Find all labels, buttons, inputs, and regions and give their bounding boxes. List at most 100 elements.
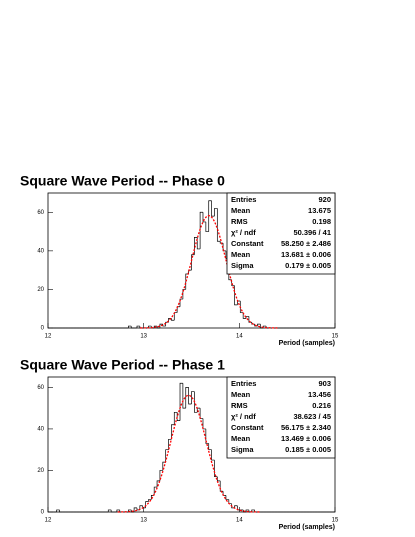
histogram-bin <box>136 325 140 328</box>
histogram-bin <box>162 324 166 327</box>
stats-label: Mean <box>231 206 251 215</box>
fit-curve <box>140 215 278 329</box>
x-tick-label: 15 <box>332 334 339 340</box>
histogram-bin <box>245 316 249 319</box>
y-tick-label: 0 <box>41 326 45 332</box>
y-tick-label: 0 <box>41 510 45 516</box>
histogram-bin <box>162 461 166 471</box>
y-tick-label: 40 <box>37 248 44 254</box>
histogram-bin <box>165 449 169 463</box>
histogram-bin <box>191 391 195 404</box>
histogram-bin <box>208 443 212 451</box>
histogram-bin <box>156 480 160 488</box>
histogram-bin <box>107 509 112 512</box>
histogram-bin <box>173 411 178 425</box>
y-tick-label: 60 <box>37 385 44 391</box>
histogram-bin <box>205 428 209 444</box>
stats-label: RMS <box>231 401 248 410</box>
stats-label: Sigma <box>231 445 254 454</box>
x-axis-title: Period (samples) <box>279 340 335 347</box>
stats-label: Constant <box>231 239 264 248</box>
histogram-bin <box>194 237 198 255</box>
histogram-bin <box>56 509 60 512</box>
stats-value: 13.456 <box>308 390 331 399</box>
histogram-bin <box>59 509 63 513</box>
stats-label: Mean <box>231 250 251 259</box>
histogram-bin <box>211 200 215 217</box>
stats-value: 0.179 ± 0.005 <box>285 261 331 270</box>
stats-label: Entries <box>231 379 256 388</box>
stats-value: 903 <box>318 379 331 388</box>
histogram-bin <box>196 237 201 250</box>
histogram-bin <box>205 221 209 232</box>
histogram-bin <box>116 509 120 512</box>
histogram-bin <box>214 208 218 217</box>
histogram-bin <box>133 507 137 512</box>
histogram-bin <box>251 322 255 325</box>
chart-title: Square Wave Period -- Phase 0 <box>20 173 225 189</box>
x-tick-label: 13 <box>140 518 147 524</box>
histogram-bin <box>260 324 264 329</box>
stats-label: Entries <box>231 195 256 204</box>
histogram-bin <box>208 200 212 232</box>
histogram-bin <box>234 285 238 306</box>
x-tick-label: 12 <box>45 518 52 524</box>
x-tick-label: 14 <box>236 518 243 524</box>
histogram-bin <box>216 476 221 482</box>
stats-label: Sigma <box>231 261 254 270</box>
histogram-bin <box>257 323 261 327</box>
histogram-bin <box>185 387 189 409</box>
histogram-bin <box>211 449 215 461</box>
x-tick-label: 15 <box>332 518 339 524</box>
stats-label: Constant <box>231 423 264 432</box>
stats-value: 38.623 / 45 <box>293 412 331 421</box>
y-tick-label: 20 <box>37 468 44 474</box>
histogram-bin <box>168 438 172 450</box>
stats-value: 13.675 <box>308 206 331 215</box>
histogram-bin <box>242 509 247 513</box>
stats-label: Mean <box>231 390 251 399</box>
stats-label: Mean <box>231 434 251 443</box>
stats-value: 58.250 ± 2.486 <box>281 239 331 248</box>
stats-value: 920 <box>318 195 331 204</box>
histogram-bin <box>171 318 175 321</box>
stats-label: χ² / ndf <box>231 412 256 421</box>
y-tick-label: 40 <box>37 427 44 433</box>
stats-value: 50.396 / 41 <box>293 228 331 237</box>
y-tick-label: 20 <box>37 287 44 293</box>
histogram-bin <box>153 325 158 328</box>
histogram-bin <box>182 289 186 300</box>
histogram-bin <box>234 505 238 508</box>
stats-box <box>226 376 336 459</box>
histogram-bin <box>110 509 115 513</box>
histogram-bin <box>153 486 158 496</box>
stats-value: 0.185 ± 0.005 <box>285 445 331 454</box>
stats-value: 56.175 ± 2.340 <box>281 423 331 432</box>
chart-title: Square Wave Period -- Phase 1 <box>20 357 225 373</box>
histogram-bin <box>219 480 224 492</box>
histogram-bin <box>214 460 218 478</box>
stats-value: 0.216 <box>312 401 331 410</box>
stats-value: 0.198 <box>312 217 331 226</box>
histogram-bin <box>159 323 163 328</box>
x-tick-label: 12 <box>45 334 52 340</box>
histogram-bin <box>194 391 198 413</box>
histogram-bin <box>130 326 135 329</box>
histogram-bin <box>202 212 206 223</box>
x-tick-label: 13 <box>140 334 147 340</box>
stats-value: 13.469 ± 0.006 <box>281 434 331 443</box>
histogram-bin <box>216 208 221 242</box>
histogram-bin <box>188 387 192 405</box>
histogram-bin <box>156 326 160 329</box>
histogram-bin <box>182 383 186 409</box>
histogram-bin <box>171 424 175 440</box>
histogram-bin <box>199 211 203 249</box>
stats-label: χ² / ndf <box>231 228 256 237</box>
histogram-bin <box>128 325 132 328</box>
stats-value: 13.681 ± 0.006 <box>281 250 331 259</box>
x-axis-title: Period (samples) <box>279 524 335 531</box>
histogram-bin <box>130 509 135 513</box>
x-tick-label: 14 <box>236 334 243 340</box>
